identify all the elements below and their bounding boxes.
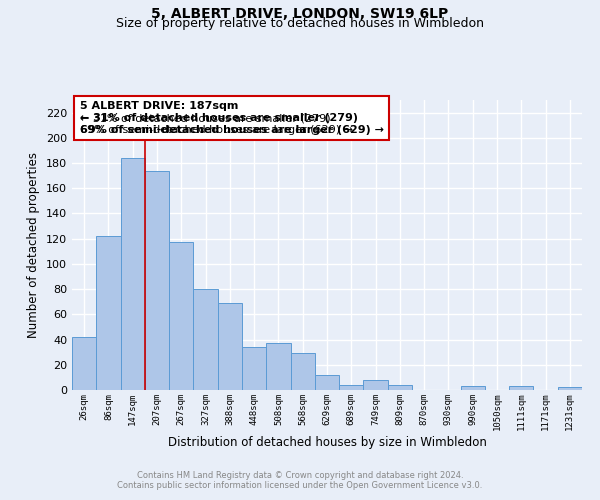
Text: 5 ALBERT DRIVE: 187sqm
← 31% of detached houses are smaller (279)
69% of semi-de: 5 ALBERT DRIVE: 187sqm ← 31% of detached…: [80, 102, 383, 134]
Bar: [145, 170, 169, 390]
Bar: [96, 236, 121, 390]
Bar: [218, 303, 242, 390]
Text: Size of property relative to detached houses in Wimbledon: Size of property relative to detached ho…: [116, 18, 484, 30]
Text: 5, ALBERT DRIVE, LONDON, SW19 6LP: 5, ALBERT DRIVE, LONDON, SW19 6LP: [151, 8, 449, 22]
Bar: [388, 385, 412, 390]
Bar: [242, 347, 266, 390]
Bar: [461, 386, 485, 390]
Text: Contains HM Land Registry data © Crown copyright and database right 2024.
Contai: Contains HM Land Registry data © Crown c…: [118, 470, 482, 490]
Y-axis label: Number of detached properties: Number of detached properties: [28, 152, 40, 338]
Text: ← 31% of detached houses are smaller (279)
69% of semi-detached houses are large: ← 31% of detached houses are smaller (27…: [80, 102, 353, 134]
Bar: [558, 388, 582, 390]
Bar: [169, 242, 193, 390]
Bar: [339, 385, 364, 390]
Bar: [315, 375, 339, 390]
Bar: [72, 337, 96, 390]
Bar: [266, 344, 290, 390]
X-axis label: Distribution of detached houses by size in Wimbledon: Distribution of detached houses by size …: [167, 436, 487, 449]
Bar: [509, 386, 533, 390]
Bar: [193, 289, 218, 390]
Bar: [121, 158, 145, 390]
Bar: [290, 354, 315, 390]
Bar: [364, 380, 388, 390]
